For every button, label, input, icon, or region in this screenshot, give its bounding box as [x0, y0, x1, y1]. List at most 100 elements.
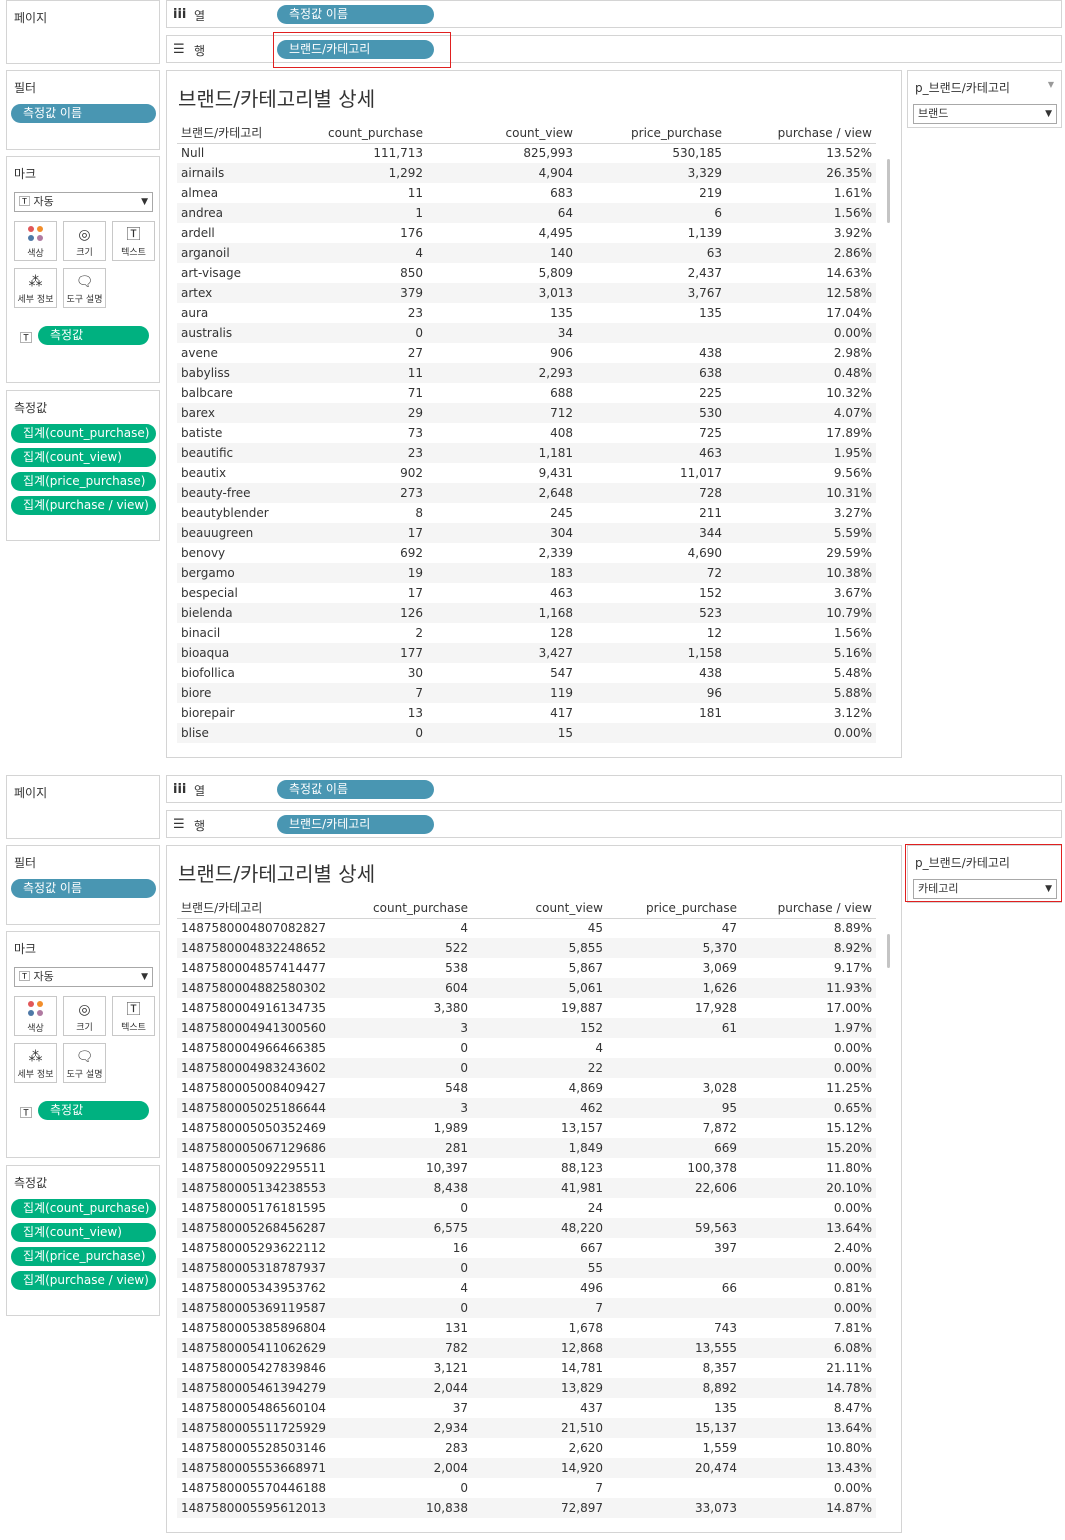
- table-row[interactable]: biofollica 30 547 438 5.48%: [177, 663, 876, 683]
- table-row[interactable]: 1487580004916134735 3,380 19,887 17,928 17.0…: [177, 998, 876, 1018]
- table-row[interactable]: 1487580005411062629 782 12,868 13,555 6.08%: [177, 1338, 876, 1358]
- table-row[interactable]: 1487580005461394279 2,044 13,829 8,892 14.78…: [177, 1378, 876, 1398]
- table-row[interactable]: almea 11 683 219 1.61%: [177, 183, 876, 203]
- table-row[interactable]: beautyblender 8 245 211 3.27%: [177, 503, 876, 523]
- table-row[interactable]: babyliss 11 2,293 638 0.48%: [177, 363, 876, 383]
- table-row[interactable]: 1487580004941300560 3 152 61 1.97%: [177, 1018, 876, 1038]
- table-row[interactable]: 1487580005293622112 16 667 397 2.40%: [177, 1238, 876, 1258]
- measure-pill-count-view[interactable]: 집계(count_view): [11, 1223, 156, 1242]
- columns-pill-measure-names[interactable]: 측정값 이름: [277, 780, 434, 799]
- header-count-purchase[interactable]: count_purchase: [299, 123, 427, 144]
- table-row[interactable]: australis 0 34 0.00%: [177, 323, 876, 343]
- color-button[interactable]: 색상: [14, 221, 57, 261]
- table-row[interactable]: 1487580005553668971 2,004 14,920 20,474 13.4…: [177, 1458, 876, 1478]
- measure-pill-price-purchase[interactable]: 집계(price_purchase): [11, 472, 156, 491]
- vertical-scrollbar[interactable]: [887, 934, 890, 968]
- header-brand-category[interactable]: 브랜드/카테고리: [177, 123, 299, 144]
- table-row[interactable]: 1487580005025186644 3 462 95 0.65%: [177, 1098, 876, 1118]
- size-button[interactable]: ◎ 크기: [63, 221, 106, 261]
- table-row[interactable]: airnails 1,292 4,904 3,329 26.35%: [177, 163, 876, 183]
- table-row[interactable]: 1487580005008409427 548 4,869 3,028 11.25%: [177, 1078, 876, 1098]
- table-row[interactable]: beauugreen 17 304 344 5.59%: [177, 523, 876, 543]
- table-row[interactable]: biore 7 119 96 5.88%: [177, 683, 876, 703]
- table-row[interactable]: 1487580005176181595 0 24 0.00%: [177, 1198, 876, 1218]
- color-button[interactable]: 색상: [14, 996, 57, 1036]
- text-pill-measure-values[interactable]: 측정값: [38, 1101, 149, 1120]
- measure-pill-count-purchase[interactable]: 집계(count_purchase): [11, 1199, 156, 1218]
- rows-pill-brand-category[interactable]: 브랜드/카테고리: [277, 40, 434, 59]
- table-row[interactable]: 1487580005050352469 1,989 13,157 7,872 15.12…: [177, 1118, 876, 1138]
- header-purchase-per-view[interactable]: purchase / view: [741, 898, 876, 919]
- table-row[interactable]: benovy 692 2,339 4,690 29.59%: [177, 543, 876, 563]
- table-row[interactable]: 1487580005092295511 10,397 88,123 100,378 11…: [177, 1158, 876, 1178]
- table-row[interactable]: bioaqua 177 3,427 1,158 5.16%: [177, 643, 876, 663]
- table-row[interactable]: bespecial 17 463 152 3.67%: [177, 583, 876, 603]
- table-row[interactable]: art-visage 850 5,809 2,437 14.63%: [177, 263, 876, 283]
- measure-pill-purchase-per-view[interactable]: 집계(purchase / view): [11, 496, 156, 515]
- table-row[interactable]: 1487580005134238553 8,438 41,981 22,606 20.1…: [177, 1178, 876, 1198]
- columns-shelf[interactable]: iii 열 측정값 이름: [166, 775, 1062, 803]
- tooltip-button[interactable]: 🗨 도구 설명: [63, 1043, 106, 1083]
- table-row[interactable]: 1487580005595612013 10,838 72,897 33,073 14.…: [177, 1498, 876, 1518]
- table-row[interactable]: 1487580004983243602 0 22 0.00%: [177, 1058, 876, 1078]
- table-row[interactable]: 1487580004857414477 538 5,867 3,069 9.17%: [177, 958, 876, 978]
- measure-pill-price-purchase[interactable]: 집계(price_purchase): [11, 1247, 156, 1266]
- header-price-purchase[interactable]: price_purchase: [607, 898, 741, 919]
- table-row[interactable]: Null 111,713 825,993 530,185 13.52%: [177, 143, 876, 163]
- table-row[interactable]: 1487580005369119587 0 7 0.00%: [177, 1298, 876, 1318]
- header-count-view[interactable]: count_view: [472, 898, 607, 919]
- table-row[interactable]: 1487580005511725929 2,934 21,510 15,137 13.6…: [177, 1418, 876, 1438]
- columns-pill-measure-names[interactable]: 측정값 이름: [277, 5, 434, 24]
- table-row[interactable]: beauty-free 273 2,648 728 10.31%: [177, 483, 876, 503]
- table-row[interactable]: 1487580005268456287 6,575 48,220 59,563 13.6…: [177, 1218, 876, 1238]
- rows-pill-brand-category[interactable]: 브랜드/카테고리: [277, 815, 434, 834]
- rows-shelf[interactable]: ☰ 행 브랜드/카테고리: [166, 810, 1062, 838]
- table-row[interactable]: beautix 902 9,431 11,017 9.56%: [177, 463, 876, 483]
- table-row[interactable]: binacil 2 128 12 1.56%: [177, 623, 876, 643]
- parameter-menu-icon[interactable]: ▼: [1047, 80, 1054, 89]
- table-row[interactable]: batiste 73 408 725 17.89%: [177, 423, 876, 443]
- table-row[interactable]: 1487580005427839846 3,121 14,781 8,357 21.11…: [177, 1358, 876, 1378]
- tooltip-button[interactable]: 🗨 도구 설명: [63, 268, 106, 308]
- table-row[interactable]: aura 23 135 135 17.04%: [177, 303, 876, 323]
- vertical-scrollbar[interactable]: [887, 159, 890, 223]
- table-row[interactable]: 1487580004832248652 522 5,855 5,370 8.92%: [177, 938, 876, 958]
- table-row[interactable]: 1487580005486560104 37 437 135 8.47%: [177, 1398, 876, 1418]
- filter-pill-measure-names[interactable]: 측정값 이름: [11, 104, 156, 123]
- measure-pill-purchase-per-view[interactable]: 집계(purchase / view): [11, 1271, 156, 1290]
- rows-shelf[interactable]: ☰ 행 브랜드/카테고리: [166, 35, 1062, 63]
- table-row[interactable]: balbcare 71 688 225 10.32%: [177, 383, 876, 403]
- header-count-purchase[interactable]: count_purchase: [344, 898, 472, 919]
- table-row[interactable]: blise 0 15 0.00%: [177, 723, 876, 743]
- table-row[interactable]: ardell 176 4,495 1,139 3.92%: [177, 223, 876, 243]
- table-row[interactable]: 1487580005067129686 281 1,849 669 15.20%: [177, 1138, 876, 1158]
- table-row[interactable]: 1487580005385896804 131 1,678 743 7.81%: [177, 1318, 876, 1338]
- table-row[interactable]: beautific 23 1,181 463 1.95%: [177, 443, 876, 463]
- filter-pill-measure-names[interactable]: 측정값 이름: [11, 879, 156, 898]
- table-row[interactable]: 1487580005570446188 0 7 0.00%: [177, 1478, 876, 1498]
- table-row[interactable]: barex 29 712 530 4.07%: [177, 403, 876, 423]
- table-row[interactable]: 1487580005318787937 0 55 0.00%: [177, 1258, 876, 1278]
- table-row[interactable]: 1487580004882580302 604 5,061 1,626 11.93%: [177, 978, 876, 998]
- table-row[interactable]: 1487580005343953762 4 496 66 0.81%: [177, 1278, 876, 1298]
- detail-button[interactable]: ⁂ 세부 정보: [14, 268, 57, 308]
- table-row[interactable]: avene 27 906 438 2.98%: [177, 343, 876, 363]
- table-row[interactable]: biorepair 13 417 181 3.12%: [177, 703, 876, 723]
- table-row[interactable]: 1487580004966466385 0 4 0.00%: [177, 1038, 876, 1058]
- table-row[interactable]: bergamo 19 183 72 10.38%: [177, 563, 876, 583]
- table-row[interactable]: 1487580004807082827 4 45 47 8.89%: [177, 918, 876, 938]
- mark-type-dropdown[interactable]: 🅃 자동 ▼: [14, 192, 153, 212]
- header-count-view[interactable]: count_view: [427, 123, 577, 144]
- header-price-purchase[interactable]: price_purchase: [577, 123, 726, 144]
- table-row[interactable]: andrea 1 64 6 1.56%: [177, 203, 876, 223]
- table-row[interactable]: bielenda 126 1,168 523 10.79%: [177, 603, 876, 623]
- measure-pill-count-view[interactable]: 집계(count_view): [11, 448, 156, 467]
- columns-shelf[interactable]: iii 열 측정값 이름: [166, 0, 1062, 28]
- table-row[interactable]: arganoil 4 140 63 2.86%: [177, 243, 876, 263]
- parameter-dropdown[interactable]: 카테고리 ▼: [913, 879, 1057, 899]
- header-brand-category[interactable]: 브랜드/카테고리: [177, 898, 344, 919]
- table-row[interactable]: artex 379 3,013 3,767 12.58%: [177, 283, 876, 303]
- text-button[interactable]: 🅃 텍스트: [112, 221, 155, 261]
- mark-type-dropdown[interactable]: 🅃 자동 ▼: [14, 967, 153, 987]
- text-pill-measure-values[interactable]: 측정값: [38, 326, 149, 345]
